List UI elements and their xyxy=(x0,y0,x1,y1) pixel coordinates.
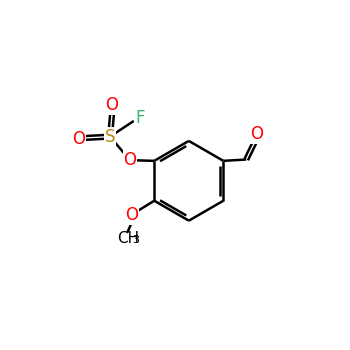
Text: S: S xyxy=(105,128,115,146)
Text: O: O xyxy=(72,130,85,148)
Text: O: O xyxy=(105,96,118,114)
Text: O: O xyxy=(250,125,263,143)
Text: F: F xyxy=(135,109,145,127)
Text: CH: CH xyxy=(117,231,139,246)
Text: 3: 3 xyxy=(132,235,139,245)
Text: O: O xyxy=(125,206,138,224)
Text: O: O xyxy=(124,151,136,169)
